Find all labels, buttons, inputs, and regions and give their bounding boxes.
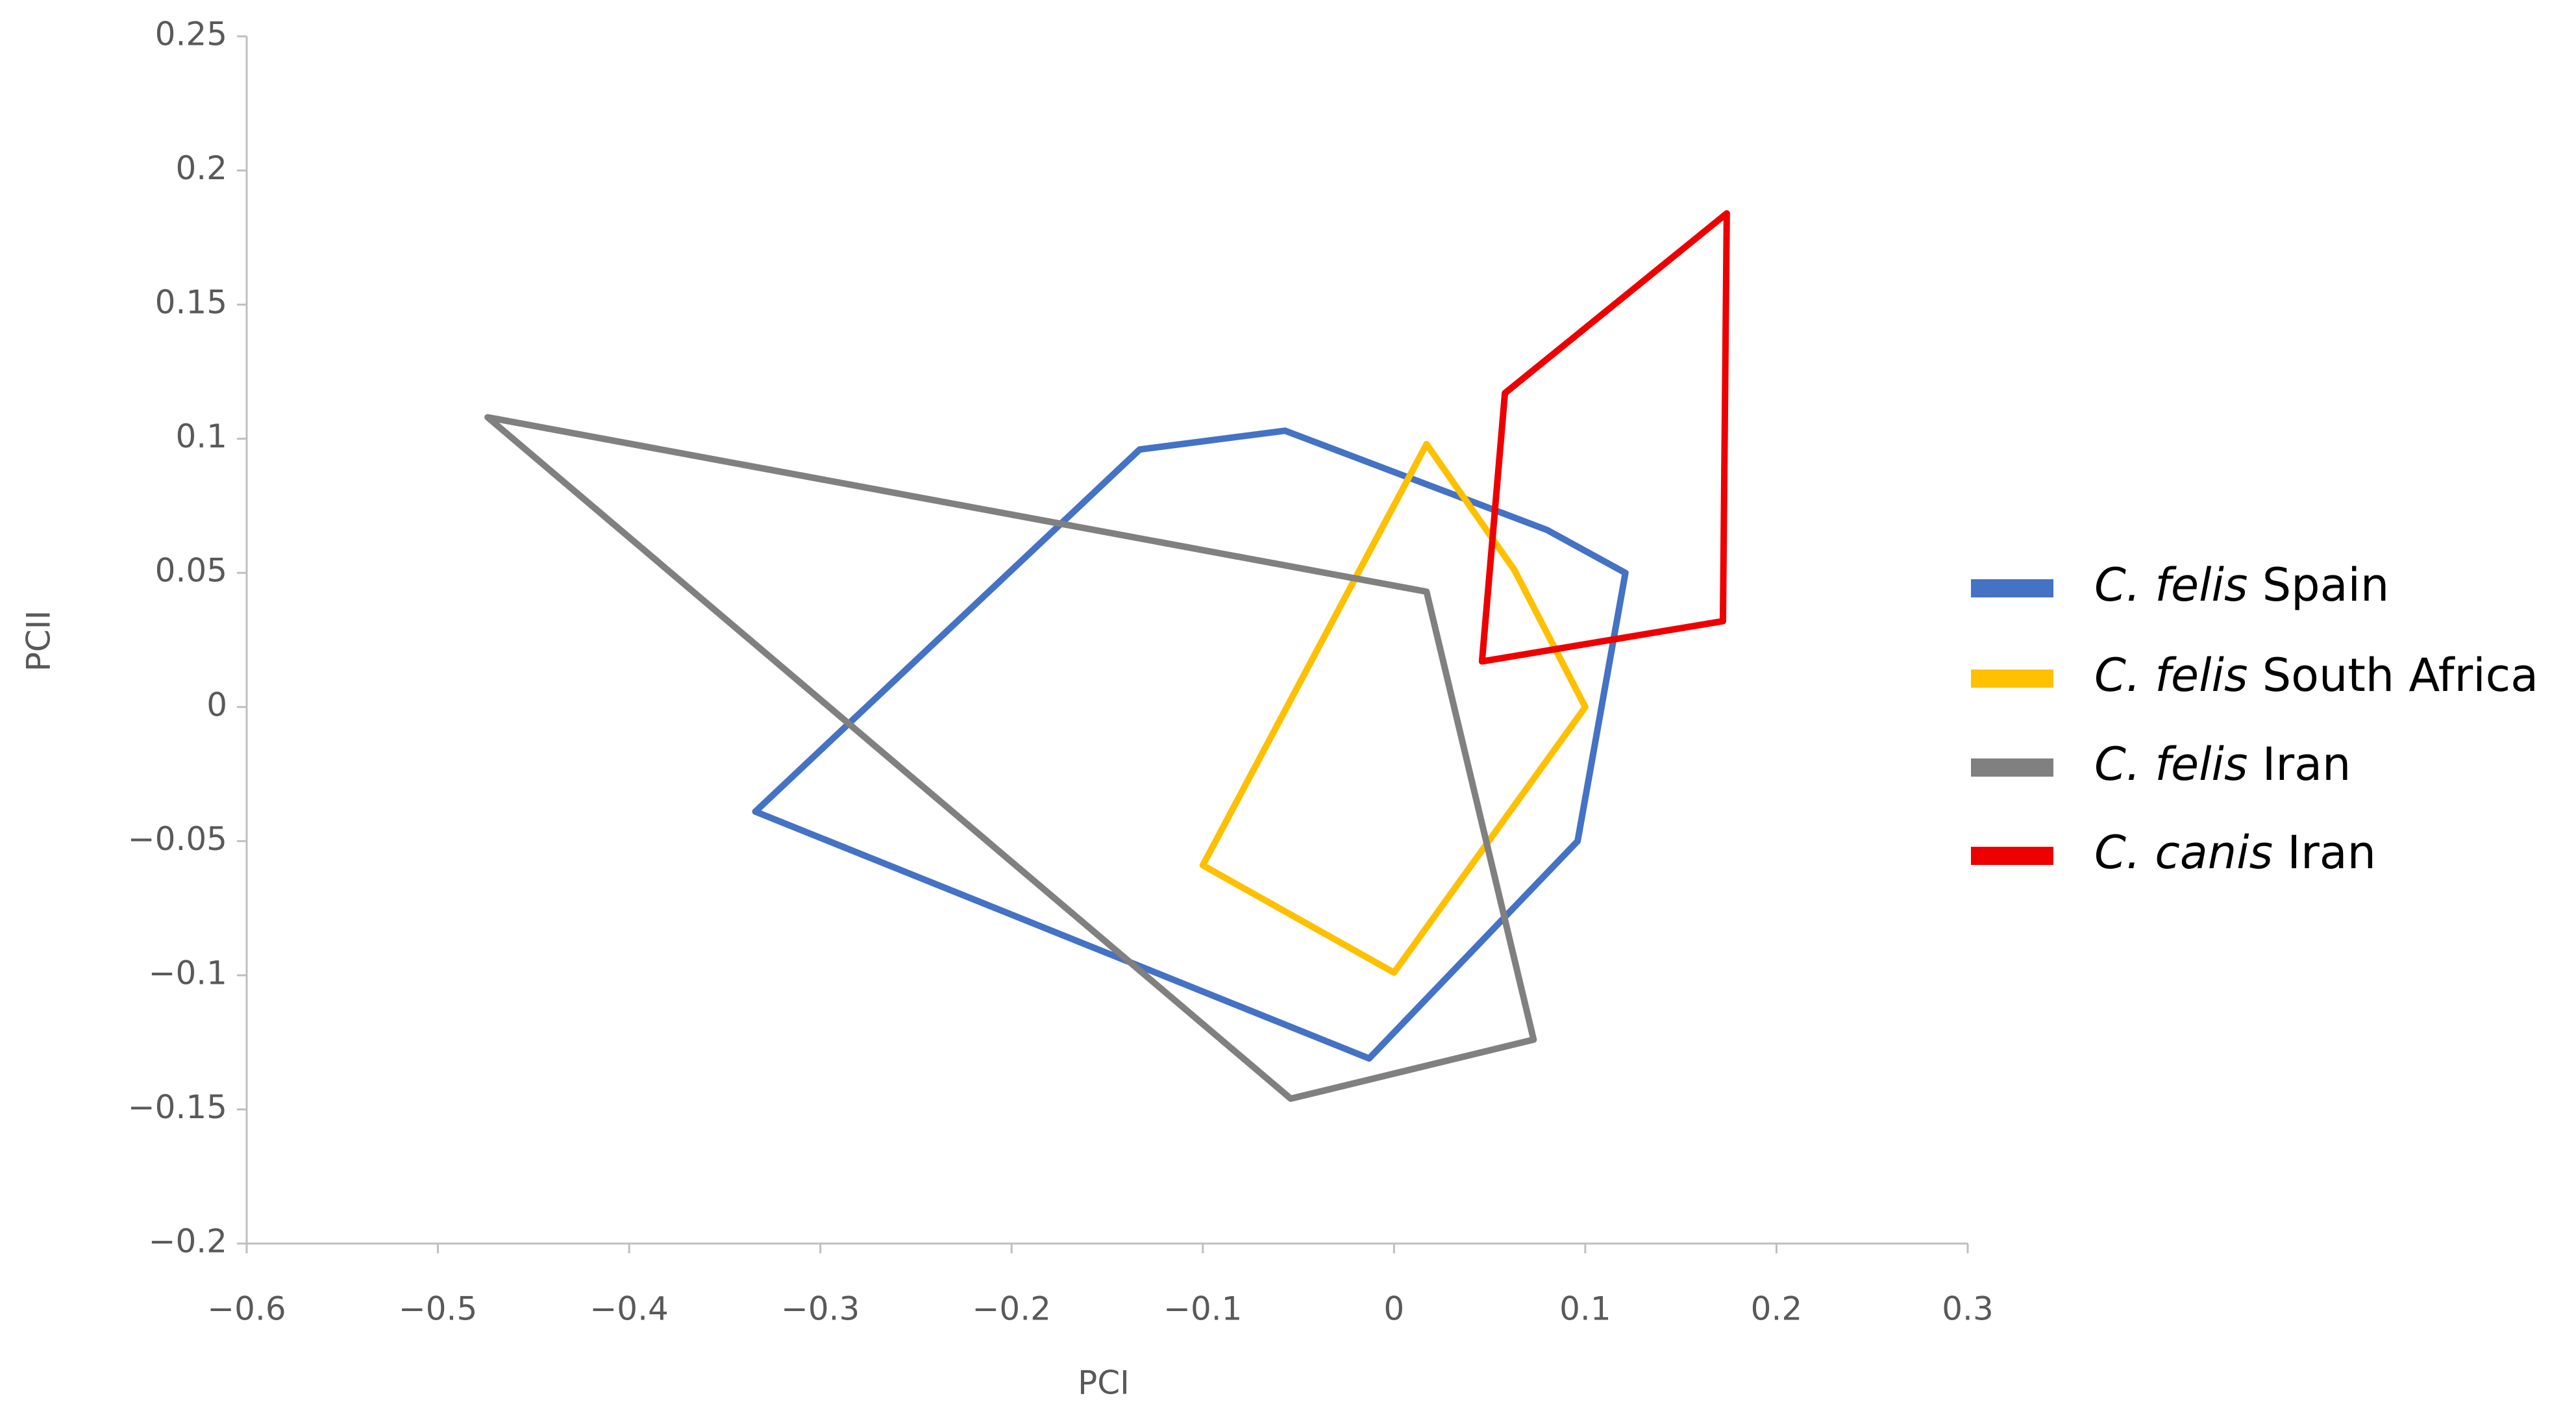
x-tick-label: 0.1 [1559, 1290, 1611, 1328]
x-tick-label: −0.1 [1163, 1290, 1242, 1328]
legend-label: C. felis Spain [2094, 558, 2389, 612]
x-axis-label: PCI [1078, 1364, 1130, 1402]
y-axis-label: PCII [20, 610, 58, 672]
legend-label: C. felis South Africa [2094, 649, 2538, 702]
y-tick-label: −0.15 [128, 1088, 227, 1126]
x-tick-label: −0.3 [781, 1290, 860, 1328]
y-tick-label: 0.1 [175, 418, 227, 455]
x-tick-label: 0 [1383, 1290, 1404, 1328]
x-tick-label: −0.6 [207, 1290, 286, 1328]
polygon [752, 427, 1629, 1062]
y-tick-label: −0.2 [149, 1223, 227, 1260]
x-tick-label: −0.4 [589, 1290, 668, 1328]
y-tick-label: 0.2 [175, 149, 227, 187]
polygon [1199, 440, 1589, 976]
x-tick-label: −0.2 [972, 1290, 1051, 1328]
y-tick-label: −0.1 [149, 954, 227, 992]
y-tick-label: 0 [206, 686, 227, 723]
y-tick-label: 0.25 [155, 16, 227, 53]
legend-label: C. felis Iran [2094, 738, 2351, 791]
polygon [1478, 210, 1730, 665]
polygon [484, 414, 1537, 1102]
x-tick-label: 0.2 [1751, 1290, 1803, 1328]
x-tick-label: 0.3 [1942, 1290, 1994, 1328]
x-tick-label: −0.5 [399, 1290, 477, 1328]
legend-label: C. canis Iran [2094, 826, 2376, 879]
y-tick-label: −0.05 [128, 820, 227, 858]
y-tick-label: 0.15 [155, 284, 227, 321]
y-tick-label: 0.05 [155, 552, 227, 590]
